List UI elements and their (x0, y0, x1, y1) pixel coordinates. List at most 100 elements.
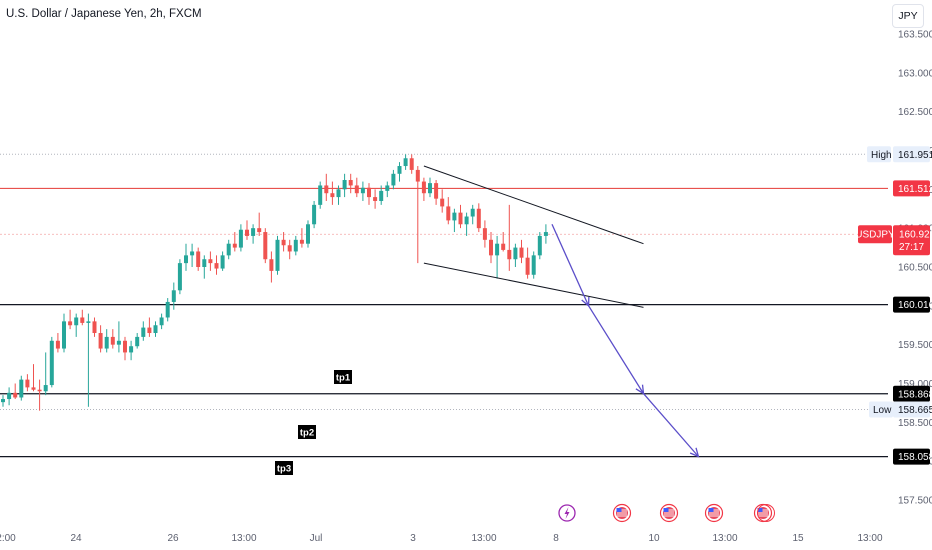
candle-body (184, 255, 188, 264)
candle-body (428, 183, 432, 194)
price-tag-black: 158.058 (893, 448, 932, 465)
extreme-price-text: 158.665 (898, 405, 932, 416)
candle-body (165, 301, 170, 318)
candle-body (470, 208, 475, 217)
candle-body (159, 317, 164, 326)
y-tick-label: 159.000 (898, 379, 932, 390)
candle-body (525, 257, 530, 275)
candlesticks (1, 154, 548, 411)
candle-body (354, 185, 359, 194)
level-price-box (893, 385, 930, 402)
candle-body (348, 180, 353, 186)
y-tick-label: 160.500 (898, 263, 932, 274)
currency-button[interactable]: JPY (892, 4, 924, 28)
candle-body (92, 321, 97, 334)
current-price-box (893, 225, 930, 256)
extreme-label-box (869, 401, 893, 418)
candle-body (245, 229, 249, 236)
y-tick-label: 157.500 (898, 496, 932, 507)
us-flag-icon[interactable] (753, 503, 775, 523)
us-flag-icon[interactable] (612, 503, 632, 523)
candle-body (257, 228, 262, 233)
candle-body (68, 321, 73, 326)
candle-body (275, 239, 280, 271)
y-tick-label: 159.500 (898, 340, 932, 351)
tp-label-box (334, 370, 352, 384)
candle-body (440, 198, 445, 207)
candle-body (330, 193, 335, 198)
channel-line[interactable] (423, 262, 644, 308)
symbol-tag-box (858, 225, 892, 244)
candle-body (177, 263, 182, 291)
candle-body (110, 336, 115, 345)
x-tick-label: 10 (648, 533, 660, 544)
tp-label-text: tp2 (300, 428, 314, 439)
projection-arrow[interactable] (588, 305, 645, 394)
candle-body (415, 169, 420, 182)
tp-label-tp2[interactable]: tp2 (298, 425, 316, 439)
candle-body (208, 259, 213, 264)
current-price-text: 160.922 (899, 230, 932, 241)
candle-body (519, 247, 524, 258)
symbol-tag-text: USDJPY (855, 230, 895, 241)
candle-body (202, 259, 207, 267)
tp-labels: tp1 tp2 tp3 (275, 370, 352, 475)
chart-title: U.S. Dollar / Japanese Yen, 2h, FXCM (6, 8, 202, 20)
candle-body (263, 232, 268, 260)
price-tag-high: High 161.951 (867, 146, 932, 163)
channel-line[interactable] (423, 165, 644, 245)
candle-body (281, 239, 286, 246)
projection-arrow[interactable] (643, 393, 699, 457)
candle-body (452, 212, 457, 221)
y-tick-label: 162.500 (898, 107, 932, 118)
candle-body (196, 251, 201, 267)
candle-body (397, 166, 402, 174)
candle-body (434, 183, 439, 199)
candle-body (373, 197, 378, 201)
projection-arrows (551, 224, 700, 458)
candle-body (336, 189, 341, 198)
level-price-box (893, 448, 930, 465)
candle-body (19, 379, 24, 398)
tp-label-tp3[interactable]: tp3 (275, 461, 293, 475)
candle-body (116, 340, 121, 345)
extreme-label-box (867, 146, 891, 163)
candle-body (214, 263, 219, 269)
level-price-text: 158.058 (898, 452, 932, 463)
price-axis: 163.500163.000162.500162.000161.500161.0… (855, 30, 932, 507)
x-tick-label: 24 (70, 533, 82, 544)
candle-body (287, 245, 292, 252)
x-tick-label: 13:00 (857, 533, 882, 544)
descending-channel (423, 165, 644, 308)
horizontal-levels (0, 153, 888, 458)
candle-body (464, 216, 469, 225)
candle-body (367, 187, 371, 198)
price-tag-black: 158.868 (893, 385, 932, 402)
candle-body (1, 399, 5, 403)
candle-body (86, 321, 91, 323)
candle-body (476, 208, 481, 229)
candle-body (62, 321, 66, 349)
candle-body (147, 327, 152, 334)
candle-body (220, 255, 225, 269)
x-tick-label: 13:00 (231, 533, 256, 544)
candle-body (312, 204, 317, 225)
us-flag-icon[interactable] (704, 503, 724, 523)
projection-arrow[interactable] (551, 224, 590, 307)
x-tick-label: 2:00 (0, 533, 16, 544)
candle-body (135, 336, 140, 347)
candle-body (190, 251, 195, 256)
extreme-price-text: 161.951 (898, 150, 932, 161)
candle-body (98, 333, 103, 349)
candle-body (238, 229, 243, 248)
us-flag-icon[interactable] (659, 503, 679, 523)
candle-body (342, 180, 347, 190)
lightning-icon[interactable] (558, 504, 576, 522)
extreme-label-text: High (871, 150, 892, 161)
tp-label-tp1[interactable]: tp1 (334, 370, 352, 384)
level-price-text: 161.512 (898, 184, 932, 195)
candle-body (7, 392, 12, 400)
x-tick-label: 15 (792, 533, 804, 544)
candle-body (43, 385, 48, 392)
